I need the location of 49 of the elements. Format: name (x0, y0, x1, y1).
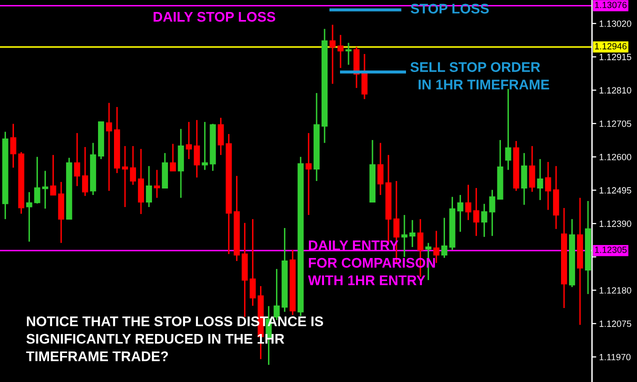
annotation: STOP LOSS (410, 4, 489, 14)
candlestick (345, 42, 352, 66)
candlestick (537, 158, 544, 201)
y-tick-label: 1.12705 (600, 120, 632, 127)
candlestick (218, 117, 224, 156)
candlestick (34, 156, 40, 204)
y-tick-label: 1.12495 (600, 187, 632, 194)
candlestick (441, 217, 448, 259)
ref-line-label: 1.12305 (595, 246, 627, 253)
candlestick (74, 132, 80, 187)
candlestick (338, 34, 344, 69)
candlestick (26, 191, 32, 242)
candlestick (154, 169, 160, 199)
annotation: SELL STOP ORDER IN 1HR TIMEFRAME (410, 62, 550, 90)
ref-line-label: 1.12946 (595, 43, 627, 50)
candlestick (130, 145, 136, 186)
candlestick (505, 88, 512, 171)
candlestick (186, 121, 192, 160)
candlestick (521, 152, 528, 206)
y-tick-label: 1.12810 (600, 87, 632, 94)
candlestick (457, 194, 464, 232)
candlestick (146, 165, 152, 208)
candlestick (433, 230, 440, 264)
candlestick (545, 161, 552, 211)
candlestick (377, 142, 384, 196)
candlestick (529, 145, 536, 192)
y-tick-label: 1.12915 (600, 54, 632, 60)
candlestick (82, 146, 88, 197)
candlestick (194, 119, 200, 178)
y-tick-label: 1.12390 (600, 220, 632, 227)
candlestick (122, 145, 128, 208)
candlestick (170, 143, 176, 172)
y-tick-label: 1.11970 (600, 354, 631, 360)
candlestick (409, 219, 416, 248)
ref-line-label: 1.13076 (595, 2, 627, 8)
y-tick-label: 1.12600 (600, 154, 632, 160)
y-tick-label: 1.12180 (600, 287, 632, 294)
y-tick-label: 1.13020 (600, 20, 632, 27)
candlestick (50, 154, 56, 196)
candlestick (202, 121, 208, 171)
y-tick-label: 1.12075 (600, 320, 632, 327)
annotation: DAILY STOP LOSS (154, 12, 276, 22)
candlestick (361, 53, 368, 100)
candlestick (330, 24, 336, 85)
candlestick (306, 132, 312, 216)
candlestick (106, 102, 112, 192)
candlestick (401, 214, 408, 258)
candlestick (42, 170, 48, 210)
candlestick (138, 148, 144, 215)
